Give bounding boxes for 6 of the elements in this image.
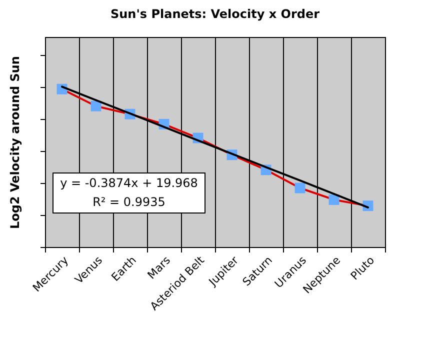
point bbox=[90, 100, 102, 112]
y-axis-title: Log2 Velocity around Sun bbox=[8, 56, 22, 229]
annotation: R² = 0.9935 bbox=[92, 195, 166, 209]
annotation: y = -0.3874x + 19.968 bbox=[60, 176, 198, 190]
point bbox=[294, 182, 306, 194]
chart-title: Sun's Planets: Velocity x Order bbox=[110, 7, 320, 21]
